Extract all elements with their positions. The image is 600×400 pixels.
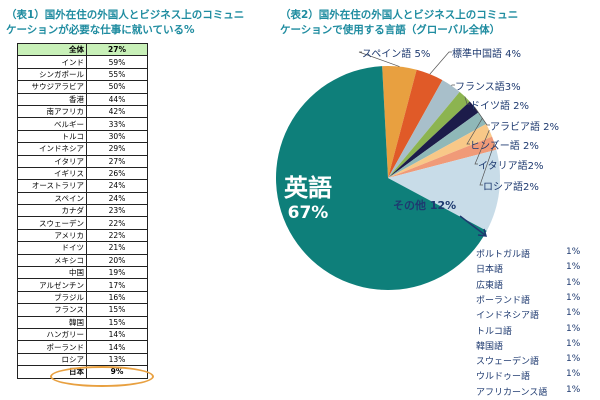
- japan-highlight-oval: [50, 366, 154, 387]
- other-language-name: アフリカーンス語: [476, 387, 548, 398]
- other-language-pct: 1%: [566, 247, 581, 257]
- pie-slice: [388, 123, 493, 178]
- slice-label: イタリア語2%: [478, 161, 544, 172]
- other-language-pct: 1%: [566, 262, 581, 273]
- other-language-pct: 1%: [566, 277, 581, 288]
- percent-value: 16%: [86, 290, 148, 305]
- percent-value: 30%: [86, 129, 148, 144]
- country-name: 全体: [17, 42, 87, 57]
- pie-slice: [388, 112, 487, 178]
- leader-line: [451, 84, 455, 86]
- leader-line: [474, 106, 490, 126]
- country-table: 全体 27% インド 59% シンガポール 55% サウジアラビア 50% 香港 44% 南アフリカ…: [17, 42, 148, 379]
- leader-line: [479, 143, 495, 186]
- table-row: 全体 27%: [17, 42, 148, 57]
- pie-title: （表2）国外在住の外国人とビジネス上のコミュニ ケーションで使用する言語（グローバ…: [280, 8, 518, 38]
- other-language-name: 日本語: [476, 265, 504, 276]
- slice-label-others: その他 12%: [393, 199, 457, 212]
- percent-value: 22%: [86, 216, 148, 230]
- table-row: アメリカ 22%: [17, 228, 148, 243]
- country-name: カナダ: [17, 204, 87, 218]
- pie-slice: [276, 66, 487, 291]
- slice-label: ドイツ語 2%: [470, 101, 530, 112]
- other-language-pct: 1%: [566, 354, 581, 365]
- percent-value: 22%: [86, 228, 148, 243]
- english-label: 英語 67%: [268, 168, 348, 223]
- other-language-pct: 1%: [566, 308, 581, 319]
- other-language-name: インドネシア語: [476, 311, 540, 322]
- table-row: メキシコ 20%: [17, 253, 148, 268]
- slice-label-english: 英語: [284, 174, 332, 202]
- table-row: スウェーデン 22%: [17, 216, 148, 230]
- country-name: イタリア: [17, 154, 87, 168]
- other-language-pct: 1%: [566, 338, 581, 349]
- slice-label: ヒンズー語 2%: [470, 141, 539, 152]
- table-row: サウジアラビア 50%: [17, 80, 148, 94]
- pie-slice: [388, 136, 497, 178]
- table-row: シンガポール 55%: [17, 67, 148, 82]
- pie-slice: [388, 101, 479, 178]
- table-row: 中国 19%: [17, 266, 148, 280]
- table-row: オーストラリア 24%: [17, 179, 148, 193]
- table-row: カナダ 23%: [17, 204, 148, 218]
- percent-value: 33%: [86, 117, 148, 131]
- leader-line: [358, 51, 400, 67]
- pie-slice: [388, 91, 470, 178]
- title-line: ケーションで使用する言語（グローバル全体）: [280, 24, 501, 36]
- country-name: スウェーデン: [17, 216, 87, 230]
- percent-value: 24%: [86, 179, 148, 193]
- slice-label: 標準中国語 4%: [452, 49, 522, 60]
- other-language-name: スウェーデン語: [476, 357, 540, 368]
- leader-line: [474, 130, 490, 165]
- other-language-pct: 1%: [566, 323, 581, 334]
- other-language-pct: 1%: [566, 292, 581, 303]
- percent-value: 26%: [86, 166, 148, 181]
- other-language-pct: 1%: [566, 369, 581, 380]
- table-row: ブラジル 16%: [17, 290, 148, 305]
- other-language-name: 広東語: [476, 280, 504, 291]
- table-row: インドネシア 29%: [17, 142, 148, 156]
- table-row: スペイン 24%: [17, 191, 148, 206]
- percent-value: 27%: [86, 42, 148, 57]
- other-language-name: トルコ語: [476, 326, 512, 337]
- slice-pct-english: 67%: [287, 203, 329, 223]
- pie-slice: [382, 66, 417, 178]
- pie-slice: [388, 69, 443, 178]
- table-row: イタリア 27%: [17, 154, 148, 168]
- other-language-name: ポルトガル語: [476, 250, 531, 260]
- leader-line: [466, 117, 483, 145]
- other-language-name: 韓国語: [476, 341, 504, 352]
- table-row: ハンガリー 14%: [17, 327, 148, 342]
- table-row: トルコ 30%: [17, 129, 148, 144]
- percent-value: 27%: [86, 154, 148, 168]
- other-language-pct: 1%: [566, 384, 581, 395]
- other-language-name: ポーランド語: [476, 295, 531, 306]
- percent-value: 29%: [86, 142, 148, 156]
- title-line: （表2）国外在住の外国人とビジネス上のコミュニ: [280, 9, 519, 21]
- other-language-name: ウルドゥー語: [476, 372, 531, 383]
- pie-slice: [388, 80, 460, 178]
- percent-value: 24%: [86, 191, 148, 206]
- title-line: （表1）国外在住の外国人とビジネス上のコミュニ: [6, 9, 245, 21]
- table-row: 南アフリカ 42%: [17, 104, 148, 119]
- leader-line: [464, 96, 470, 105]
- slice-label: ロシア語2%: [483, 182, 539, 193]
- percent-value: 50%: [86, 80, 148, 94]
- title-line: ケーションが必要な仕事に就いている%: [6, 24, 195, 36]
- table-title: （表1）国外在住の外国人とビジネス上のコミュニ ケーションが必要な仕事に就いている…: [6, 8, 244, 38]
- pie-slice: [388, 149, 500, 231]
- table-row: ベルギー 33%: [17, 117, 148, 131]
- slice-label: フランス語3%: [455, 82, 521, 93]
- leader-line: [429, 51, 452, 75]
- arrow-icon: [459, 215, 488, 237]
- slice-label: スペイン語 5%: [362, 49, 431, 60]
- percent-value: 21%: [86, 241, 148, 255]
- slice-label: アラビア語 2%: [490, 122, 560, 133]
- table-row: ドイツ 21%: [17, 241, 148, 255]
- percent-value: 23%: [86, 204, 148, 218]
- table-row: イギリス 26%: [17, 166, 148, 181]
